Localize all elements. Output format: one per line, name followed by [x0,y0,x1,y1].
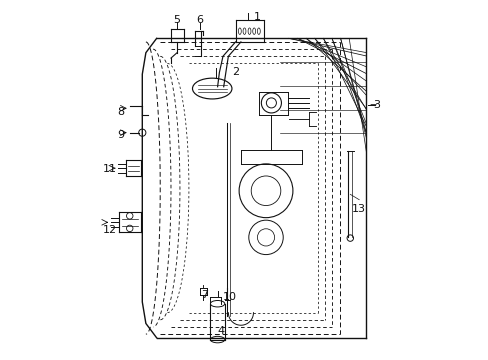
Text: 6: 6 [196,15,203,26]
Text: 10: 10 [223,292,237,302]
Text: 1: 1 [253,12,260,22]
Text: 13: 13 [351,204,366,214]
Text: 4: 4 [217,325,224,336]
Text: 12: 12 [103,225,117,235]
Text: 9: 9 [117,130,124,140]
Text: 11: 11 [103,164,117,174]
Text: 2: 2 [231,67,239,77]
Text: 5: 5 [173,15,180,26]
Text: 3: 3 [373,100,380,110]
Text: 7: 7 [201,290,208,300]
Text: 8: 8 [117,107,124,117]
